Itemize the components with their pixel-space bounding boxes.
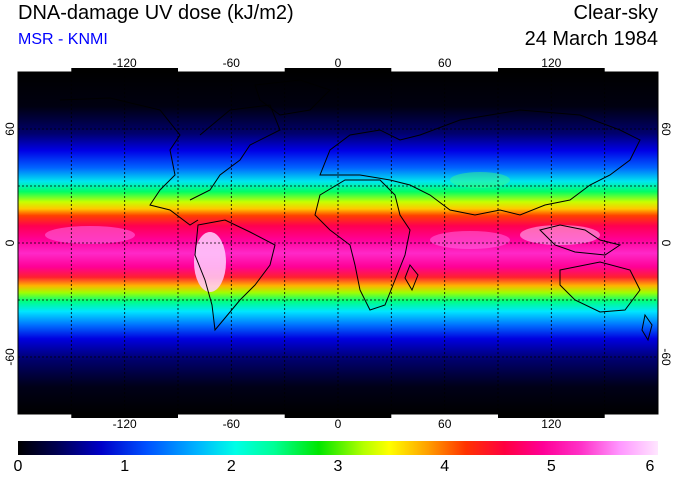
legend-tick-label: 3 bbox=[333, 458, 343, 475]
source-label: MSR - KNMI bbox=[18, 31, 108, 48]
lon-label: 60 bbox=[438, 417, 452, 431]
lon-label: -120 bbox=[113, 417, 137, 431]
lat-label: 0 bbox=[3, 239, 17, 246]
color-scale-bar bbox=[18, 441, 658, 455]
lon-label: 0 bbox=[335, 417, 342, 431]
map-frame bbox=[17, 68, 659, 418]
lon-label: 0 bbox=[335, 56, 342, 70]
lon-label: 120 bbox=[541, 56, 561, 70]
indian-ocean-high-dose-region bbox=[430, 231, 510, 249]
legend-tick-label: 6 bbox=[645, 458, 655, 475]
pacific-high-dose-region bbox=[45, 226, 135, 244]
lat-label: -60 bbox=[659, 348, 673, 366]
graticule bbox=[18, 72, 658, 414]
lat-label: 0 bbox=[659, 240, 673, 247]
legend-tick-label: 2 bbox=[226, 458, 236, 475]
lat-label: 60 bbox=[3, 122, 17, 136]
frame-ticks bbox=[71, 68, 605, 418]
west-pacific-high-dose-region bbox=[520, 225, 600, 245]
legend-tick-label: 0 bbox=[13, 458, 23, 475]
lat-labels-left: 60 0 -60 bbox=[3, 122, 17, 366]
lon-label: -60 bbox=[223, 417, 241, 431]
legend-tick-label: 1 bbox=[120, 458, 130, 475]
new-zealand-coast bbox=[641, 313, 653, 342]
north-america-east-coast bbox=[189, 104, 281, 201]
maritime-continent-coast bbox=[539, 224, 622, 256]
lon-labels-top: -120 -60 0 60 120 bbox=[113, 56, 562, 70]
lat-label: -60 bbox=[3, 348, 17, 366]
lon-label: -120 bbox=[113, 56, 137, 70]
madagascar-coast bbox=[404, 264, 419, 292]
africa-coast bbox=[314, 179, 411, 311]
legend-tick-label: 5 bbox=[546, 458, 556, 475]
lat-label: 60 bbox=[659, 122, 673, 136]
greenland-coast bbox=[254, 79, 331, 116]
lat-labels-right: 60 0 -60 bbox=[659, 122, 673, 366]
lon-label: 120 bbox=[541, 417, 561, 431]
lon-label: -60 bbox=[223, 56, 241, 70]
sky-condition-label: Clear-sky bbox=[573, 2, 658, 24]
coastlines bbox=[59, 79, 653, 342]
date-label: 24 March 1984 bbox=[524, 28, 658, 50]
asia-green-region bbox=[450, 172, 510, 188]
australia-coast bbox=[559, 261, 641, 313]
legend-tick-label: 4 bbox=[440, 458, 450, 475]
lon-label: 60 bbox=[438, 56, 452, 70]
eurasia-coast bbox=[319, 109, 641, 216]
andes-peak-dose bbox=[194, 232, 226, 292]
lon-labels-bottom: -120 -60 0 60 120 bbox=[113, 417, 562, 431]
map-title: DNA-damage UV dose (kJ/m2) bbox=[18, 2, 294, 24]
north-america-coast bbox=[59, 97, 199, 226]
